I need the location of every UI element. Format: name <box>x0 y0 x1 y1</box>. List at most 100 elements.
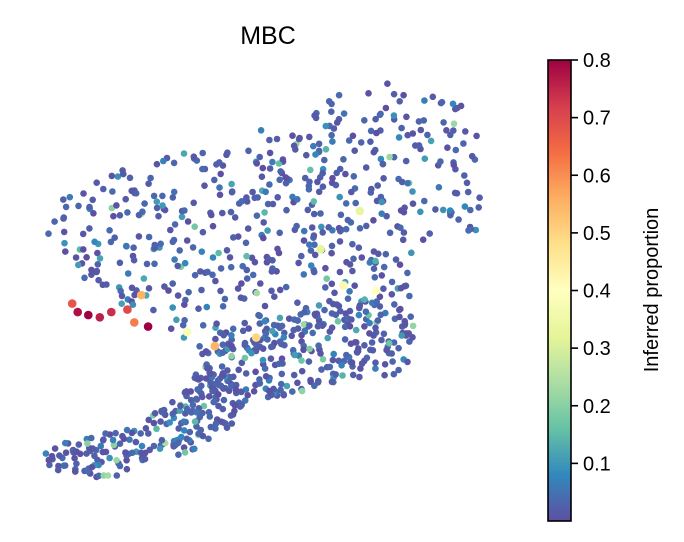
scatter-point <box>219 209 226 217</box>
scatter-point <box>311 112 318 119</box>
scatter-point <box>382 104 390 112</box>
scatter-point <box>261 365 269 372</box>
scatter-point <box>298 331 305 339</box>
scatter-point <box>204 268 211 276</box>
scatter-point <box>390 370 398 378</box>
scatter-point <box>296 134 303 142</box>
scatter-point <box>167 325 175 333</box>
scatter-point <box>256 153 264 161</box>
scatter-point <box>153 160 161 168</box>
scatter-point <box>407 313 415 321</box>
scatter-point <box>62 439 69 447</box>
scatter-point <box>84 468 92 475</box>
scatter-point <box>306 241 313 248</box>
scatter-point <box>170 188 178 196</box>
scatter-point <box>435 184 443 191</box>
scatter-point <box>97 442 105 450</box>
scatter-point <box>285 315 293 323</box>
scatter-point <box>238 198 245 205</box>
scatter-point <box>104 472 112 479</box>
scatter-point <box>93 179 100 186</box>
scatter-point <box>261 318 269 325</box>
scatter-point <box>91 452 98 460</box>
scatter-point <box>99 448 107 456</box>
scatter-point <box>321 306 328 314</box>
scatter-point <box>332 311 340 319</box>
scatter-point <box>349 132 357 140</box>
scatter-point <box>397 284 405 292</box>
scatter-point <box>131 291 138 299</box>
scatter-point <box>191 271 199 279</box>
scatter-point <box>145 430 152 437</box>
scatter-point <box>294 379 301 387</box>
scatter-point <box>83 253 90 261</box>
scatter-point <box>236 403 244 410</box>
scatter-point <box>450 120 458 127</box>
scatter-point <box>244 225 252 232</box>
scatter-point <box>106 227 113 234</box>
scatter-point <box>211 380 219 388</box>
scatter-point <box>386 229 394 237</box>
scatter-point <box>73 460 80 468</box>
scatter-point <box>344 295 352 303</box>
scatter-point <box>323 275 331 283</box>
scatter-point <box>461 172 468 179</box>
scatter-point <box>337 211 345 219</box>
scatter-point <box>227 263 235 271</box>
scatter-point <box>113 472 121 479</box>
scatter-point <box>91 238 98 246</box>
scatter-point <box>266 149 274 157</box>
scatter-point <box>370 217 377 224</box>
scatter-point <box>183 237 191 244</box>
scatter-point <box>345 137 353 144</box>
scatter-point <box>107 307 116 317</box>
colorbar-tick-label: 0.6 <box>583 165 611 187</box>
scatter-point <box>153 198 161 205</box>
scatter-point <box>419 236 427 243</box>
scatter-point <box>300 346 307 354</box>
scatter-point <box>371 274 379 281</box>
scatter-point <box>306 178 313 186</box>
scatter-point <box>279 360 286 367</box>
scatter-point <box>372 115 379 123</box>
scatter-point <box>94 249 101 257</box>
scatter-point <box>315 302 323 309</box>
scatter-point <box>390 339 398 346</box>
scatter-point <box>415 118 423 125</box>
scatter-point <box>210 341 220 351</box>
scatter-point <box>204 365 211 372</box>
scatter-point <box>309 329 317 337</box>
scatter-point <box>205 435 212 443</box>
scatter-point <box>378 210 386 217</box>
scatter-point <box>266 165 274 172</box>
scatter-point <box>322 146 330 153</box>
scatter-point <box>328 324 336 332</box>
scatter-point <box>262 373 270 380</box>
scatter-point <box>383 212 390 220</box>
scatter-point <box>361 296 368 303</box>
scatter-point <box>333 119 341 126</box>
scatter-point <box>311 311 319 318</box>
scatter-point <box>60 228 68 236</box>
scatter-point <box>269 327 276 335</box>
scatter-point <box>396 313 403 321</box>
scatter-point <box>46 461 53 469</box>
scatter-point <box>178 213 186 221</box>
scatter-point <box>136 290 146 300</box>
scatter-point <box>372 257 379 265</box>
scatter-point <box>376 293 384 301</box>
scatter-point <box>368 339 376 346</box>
scatter-point <box>325 224 333 231</box>
scatter-point <box>439 206 447 214</box>
scatter-point <box>238 280 245 287</box>
scatter-point <box>109 188 116 195</box>
scatter-point <box>99 437 107 444</box>
scatter-point <box>377 311 385 319</box>
scatter-point <box>395 134 403 141</box>
scatter-point <box>156 445 164 453</box>
scatter-point <box>245 147 252 155</box>
scatter-point <box>305 358 313 365</box>
scatter-point <box>169 304 176 311</box>
scatter-point <box>128 449 136 457</box>
scatter-point <box>190 153 198 160</box>
